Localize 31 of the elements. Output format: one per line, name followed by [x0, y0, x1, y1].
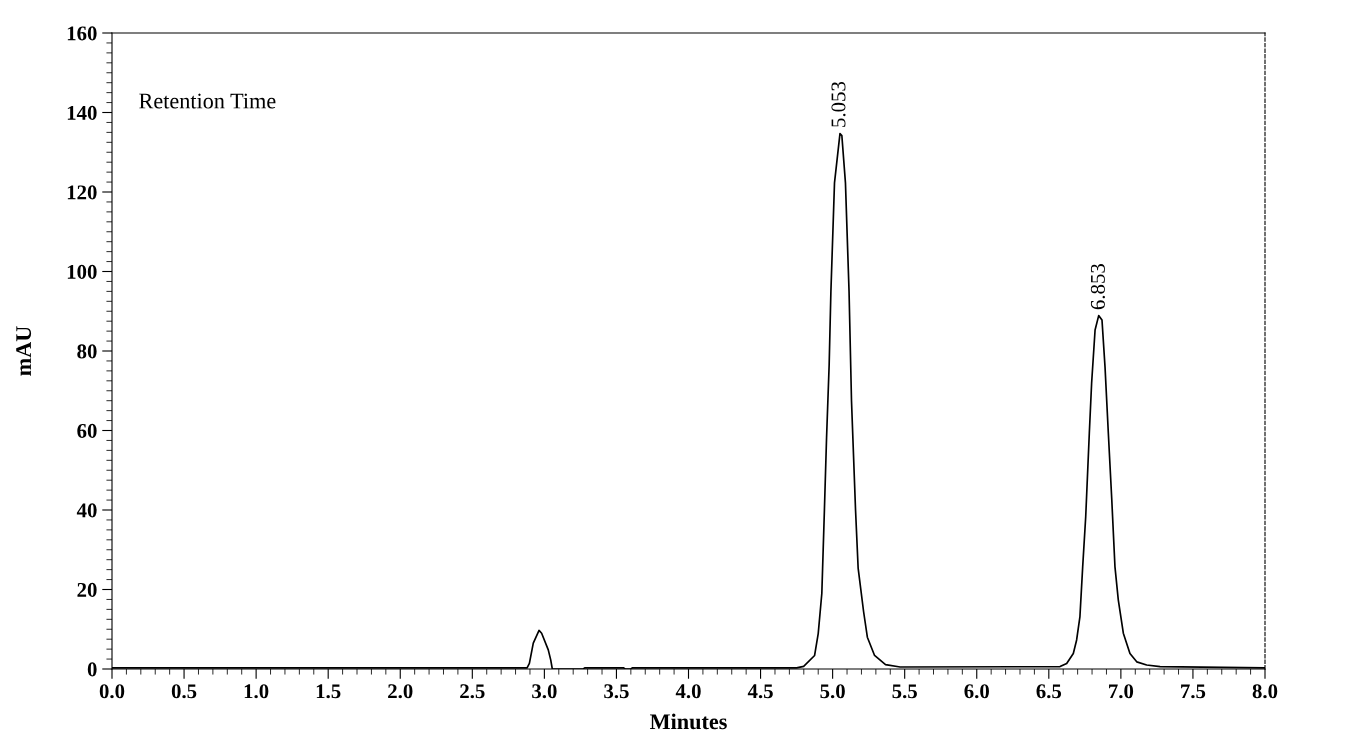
x-tick-label: 6.5	[1036, 684, 1062, 699]
x-tick-label: 3.0	[532, 684, 557, 699]
annotation: 6.853	[1090, 264, 1105, 310]
x-axis-title: Minutes	[649, 713, 727, 730]
x-tick-label: 1.0	[244, 684, 269, 699]
y-tick-label: 140	[67, 105, 97, 120]
x-tick-label: 6.0	[964, 684, 989, 699]
y-tick-label: 20	[77, 582, 97, 597]
x-tick-label: 5.5	[892, 684, 917, 699]
x-tick-label: 3.5	[604, 684, 629, 699]
y-tick-label: 0	[87, 662, 97, 677]
y-tick-label: 40	[76, 503, 97, 518]
x-tick-label: 7.0	[1109, 684, 1134, 699]
annotation: 5.053	[831, 81, 846, 127]
x-tick-label: 2.5	[460, 684, 485, 699]
y-tick-label: 60	[77, 423, 97, 438]
x-tick-label: 0.5	[171, 684, 197, 699]
y-axis-title: mAU	[16, 326, 32, 376]
y-tick-label: 100	[67, 264, 97, 279]
y-tick-label: 160	[67, 26, 97, 41]
x-tick-label: 4.0	[675, 684, 701, 699]
y-tick-label: 120	[67, 185, 97, 200]
x-tick-label: 4.5	[747, 684, 773, 699]
annotation: Retention Time	[139, 93, 276, 109]
y-tick-label: 80	[77, 344, 97, 359]
x-tick-label: 8.0	[1252, 684, 1278, 699]
x-tick-label: 5.0	[820, 684, 845, 699]
x-tick-label: 1.5	[316, 684, 341, 699]
x-tick-label: 2.0	[388, 684, 413, 699]
x-tick-label: 7.5	[1181, 684, 1206, 699]
x-tick-label: 0.0	[99, 684, 125, 699]
